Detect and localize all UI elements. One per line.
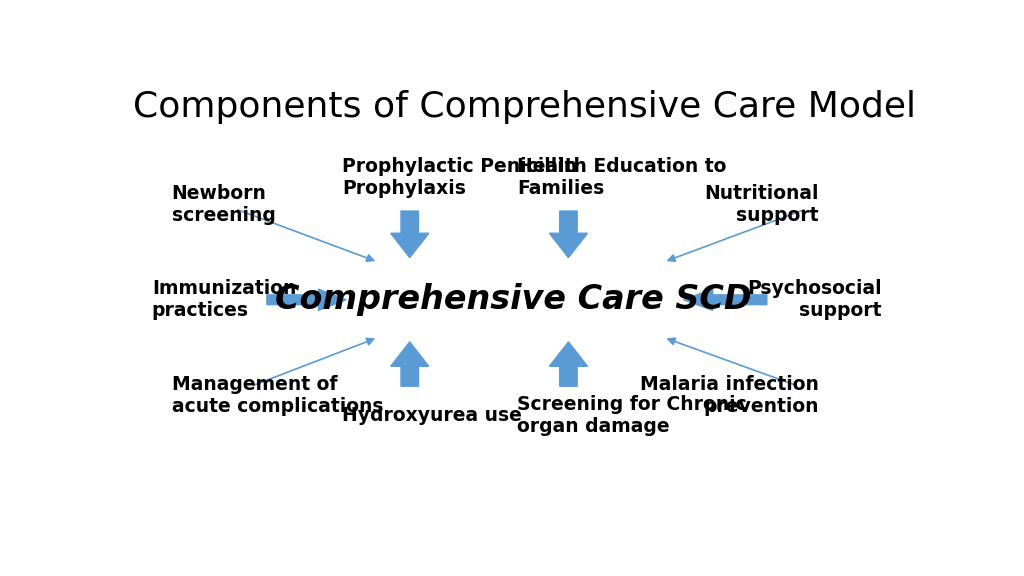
Text: Immunization
practices: Immunization practices [152, 279, 296, 320]
Text: Comprehensive Care SCD: Comprehensive Care SCD [274, 283, 752, 316]
Text: Hydroxyurea use: Hydroxyurea use [342, 406, 522, 425]
Text: Prophylactic Penicillin
Prophylaxis: Prophylactic Penicillin Prophylaxis [342, 157, 578, 198]
Text: Malaria infection
prevention: Malaria infection prevention [640, 374, 818, 416]
FancyArrow shape [550, 342, 588, 386]
Text: Newborn
screening: Newborn screening [172, 184, 275, 225]
FancyArrow shape [550, 211, 588, 257]
Text: Screening for Chronic
organ damage: Screening for Chronic organ damage [517, 395, 746, 435]
Text: Components of Comprehensive Care Model: Components of Comprehensive Care Model [133, 90, 916, 124]
Text: Nutritional
support: Nutritional support [703, 184, 818, 225]
Text: Health Education to
Families: Health Education to Families [517, 157, 726, 198]
FancyArrow shape [267, 289, 346, 310]
Text: Psychosocial
support: Psychosocial support [748, 279, 882, 320]
FancyArrow shape [391, 211, 429, 257]
FancyArrow shape [684, 289, 767, 310]
Text: Management of
acute complications: Management of acute complications [172, 374, 383, 416]
FancyArrow shape [391, 342, 429, 386]
